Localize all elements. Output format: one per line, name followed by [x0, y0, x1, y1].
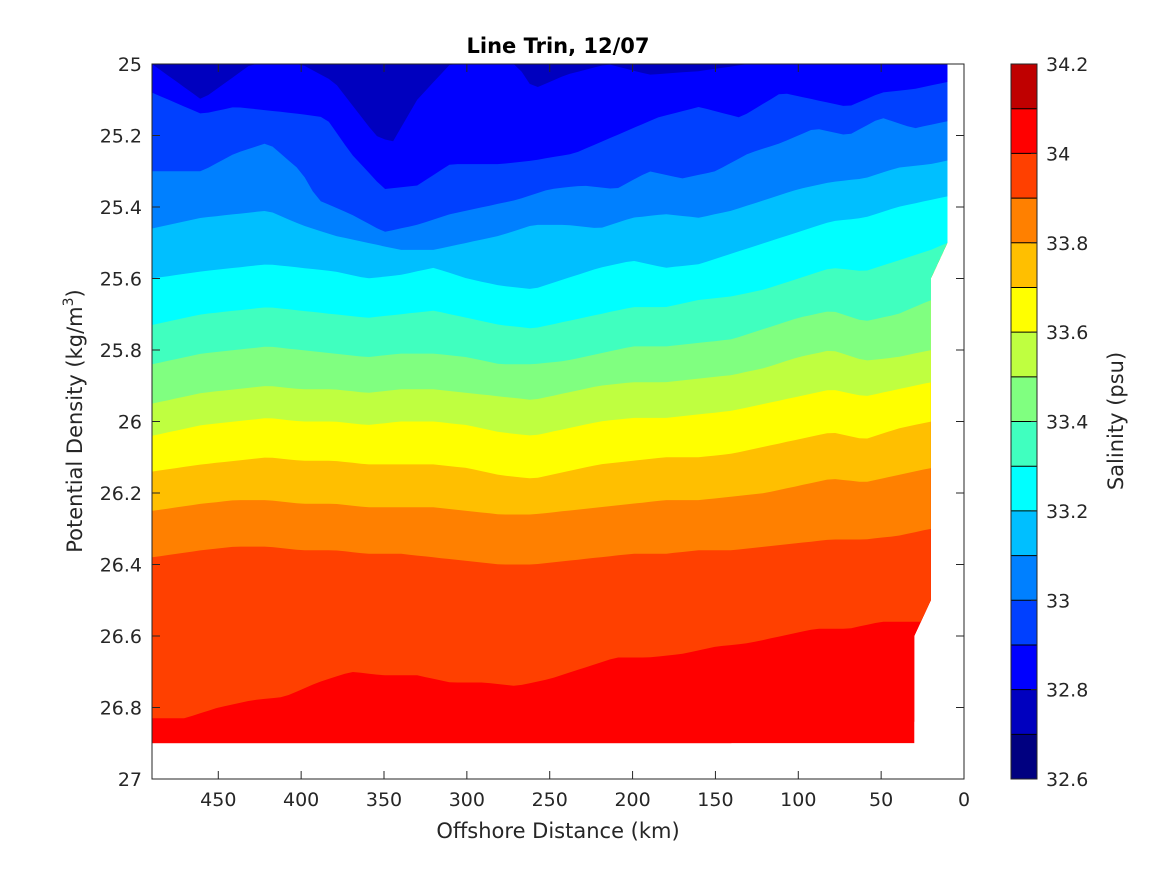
colorbar-swatch [1011, 198, 1037, 244]
colorbar-frame [1010, 63, 1038, 780]
colorbar-swatch [1011, 466, 1037, 512]
colorbar-swatch [1011, 689, 1037, 735]
colorbar-tick-label: 33 [1046, 590, 1070, 612]
y-tick-label: 26.6 [100, 626, 142, 648]
colorbar-swatch [1011, 376, 1037, 422]
colorbar-tick-label: 33.8 [1046, 233, 1088, 255]
colorbar-tick-label: 33.6 [1046, 322, 1088, 344]
x-axis: 450 400 350 300 250 200 150 100 50 0 [200, 64, 970, 811]
colorbar-swatch [1011, 734, 1037, 780]
x-tick-label: 100 [780, 789, 816, 811]
chart-title: Line Trin, 12/07 [466, 34, 649, 58]
colorbar: 32.6 32.8 33 33.2 33.4 33.6 33.8 34 34.2 [1011, 54, 1088, 791]
x-tick-label: 450 [200, 789, 236, 811]
colorbar-label: Salinity (psu) [1104, 352, 1128, 490]
colorbar-swatch [1011, 153, 1037, 199]
colorbar-swatch [1011, 64, 1037, 110]
colorbar-tick-label: 34.2 [1046, 54, 1088, 76]
y-tick-label: 26.4 [100, 555, 142, 577]
colorbar-swatch [1011, 242, 1037, 288]
y-tick-label: 26 [118, 412, 142, 434]
y-axis-label-superscript: 3 [61, 297, 77, 306]
x-tick-label: 250 [532, 789, 568, 811]
y-tick-label: 26.2 [100, 483, 142, 505]
x-axis-label: Offshore Distance (km) [436, 819, 679, 843]
y-axis-label-close: ) [63, 289, 87, 297]
colorbar-tick-label: 32.6 [1046, 769, 1088, 791]
colorbar-swatch [1011, 600, 1037, 646]
contour-band-32-8 [152, 64, 948, 142]
colorbar-swatch [1011, 332, 1037, 378]
x-tick-label: 200 [614, 789, 650, 811]
y-tick-label: 25.8 [100, 340, 142, 362]
colorbar-swatch [1011, 644, 1037, 691]
colorbar-tick-label: 34 [1046, 143, 1070, 165]
x-tick-label: 0 [958, 789, 970, 811]
y-axis-label: Potential Density (kg/m3) [61, 289, 87, 553]
y-tick-label: 25 [118, 54, 142, 76]
colorbar-swatch [1011, 108, 1037, 154]
contour-fill-layer [152, 64, 948, 744]
y-tick-label: 25.4 [100, 197, 142, 219]
colorbar-swatch [1011, 421, 1037, 467]
x-tick-label: 300 [449, 789, 485, 811]
y-tick-label: 27 [118, 769, 142, 791]
y-axis: 25 25.2 25.4 25.6 25.8 26 26.2 26.4 26.6 26.8 27 [100, 54, 964, 791]
colorbar-tick-label: 32.8 [1046, 680, 1088, 702]
colorbar-tick-label: 33.4 [1046, 412, 1088, 434]
x-tick-label: 50 [869, 789, 893, 811]
y-tick-label: 25.6 [100, 269, 142, 291]
colorbar-swatch [1011, 287, 1037, 333]
x-tick-label: 150 [697, 789, 733, 811]
colorbar-swatch [1011, 555, 1037, 601]
y-tick-label: 26.8 [100, 698, 142, 720]
y-axis-label-main: Potential Density (kg/m [63, 306, 87, 552]
x-tick-label: 350 [366, 789, 402, 811]
colorbar-tick-label: 33.2 [1046, 501, 1088, 523]
colorbar-swatch [1011, 510, 1037, 557]
x-tick-label: 400 [283, 789, 319, 811]
y-tick-label: 25.2 [100, 126, 142, 148]
